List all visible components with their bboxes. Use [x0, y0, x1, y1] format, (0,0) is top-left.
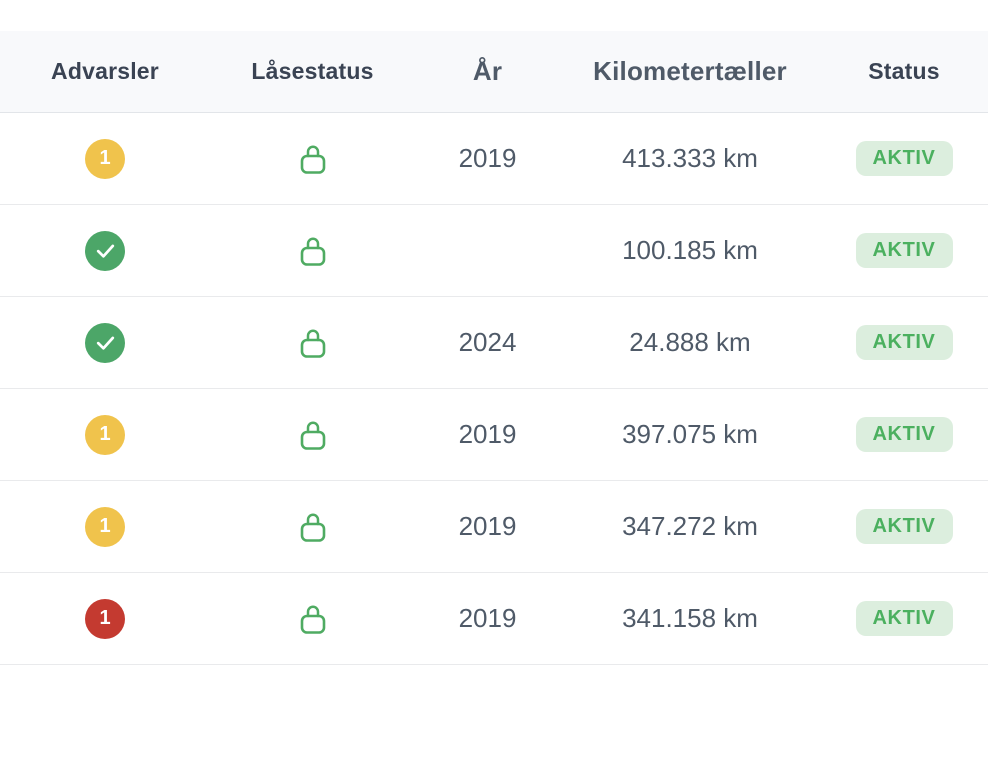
lock-cell	[210, 418, 415, 451]
year-cell: 2019	[458, 603, 517, 633]
status-cell: AKTIV	[820, 601, 988, 636]
status-badge: AKTIV	[855, 417, 953, 452]
warning-badge: 1	[85, 414, 125, 455]
odometer-cell: 100.185 km	[622, 235, 758, 265]
status-badge: AKTIV	[855, 141, 953, 176]
odometer-cell: 341.158 km	[622, 603, 758, 633]
warning-count: 1	[99, 515, 111, 537]
warning-count: 1	[99, 607, 111, 629]
lock-closed-icon	[300, 237, 325, 266]
status-cell: AKTIV	[820, 141, 988, 176]
warning-count: 1	[99, 147, 111, 169]
table-body: 1 2019 413.333 km AKTIV	[0, 113, 988, 665]
warning-badge	[85, 230, 125, 271]
odometer-cell: 397.075 km	[622, 419, 758, 449]
year-cell: 2019	[458, 511, 517, 541]
column-header-aar: År	[472, 56, 503, 86]
vehicle-table: Advarsler Låsestatus År Kilometertæller …	[0, 31, 988, 665]
warning-badge	[85, 322, 125, 363]
table-row[interactable]: 100.185 km AKTIV	[0, 205, 988, 297]
status-cell: AKTIV	[820, 233, 988, 268]
column-header-laasestatus: Låsestatus	[251, 58, 374, 84]
status-badge: AKTIV	[855, 601, 953, 636]
column-header-status: Status	[868, 58, 940, 84]
table-row[interactable]: 2024 24.888 km AKTIV	[0, 297, 988, 389]
year-cell: 2019	[458, 419, 517, 449]
odometer-cell: 413.333 km	[622, 143, 758, 173]
year-cell: 2019	[458, 143, 517, 173]
lock-closed-icon	[300, 513, 325, 542]
warnings-cell: 1	[0, 414, 210, 455]
warnings-cell	[0, 230, 210, 271]
lock-closed-icon	[300, 421, 325, 450]
warnings-cell: 1	[0, 506, 210, 547]
warning-badge: 1	[85, 506, 125, 547]
odometer-cell: 24.888 km	[629, 327, 751, 357]
status-cell: AKTIV	[820, 325, 988, 360]
lock-closed-icon	[300, 145, 325, 174]
table-row[interactable]: 1 2019 413.333 km AKTIV	[0, 113, 988, 205]
lock-cell	[210, 602, 415, 635]
table-row[interactable]: 1 2019 341.158 km AKTIV	[0, 573, 988, 665]
lock-closed-icon	[300, 329, 325, 358]
check-icon	[96, 244, 114, 258]
odometer-cell: 347.272 km	[622, 511, 758, 541]
top-spacer	[0, 0, 988, 31]
lock-closed-icon	[300, 605, 325, 634]
status-badge: AKTIV	[855, 233, 953, 268]
status-cell: AKTIV	[820, 417, 988, 452]
table-header-row: Advarsler Låsestatus År Kilometertæller …	[0, 31, 988, 113]
column-header-advarsler: Advarsler	[51, 58, 159, 84]
lock-cell	[210, 326, 415, 359]
status-badge: AKTIV	[855, 325, 953, 360]
warnings-cell	[0, 322, 210, 363]
lock-cell	[210, 510, 415, 543]
column-header-kilometertaeller: Kilometertæller	[593, 56, 787, 86]
table-row[interactable]: 1 2019 397.075 km AKTIV	[0, 389, 988, 481]
lock-cell	[210, 234, 415, 267]
check-icon	[96, 336, 114, 350]
lock-cell	[210, 142, 415, 175]
status-badge: AKTIV	[855, 509, 953, 544]
year-cell: 2024	[458, 327, 517, 357]
warning-badge: 1	[85, 598, 125, 639]
warning-count: 1	[99, 423, 111, 445]
warnings-cell: 1	[0, 138, 210, 179]
status-cell: AKTIV	[820, 509, 988, 544]
table-row[interactable]: 1 2019 347.272 km AKTIV	[0, 481, 988, 573]
warning-badge: 1	[85, 138, 125, 179]
warnings-cell: 1	[0, 598, 210, 639]
